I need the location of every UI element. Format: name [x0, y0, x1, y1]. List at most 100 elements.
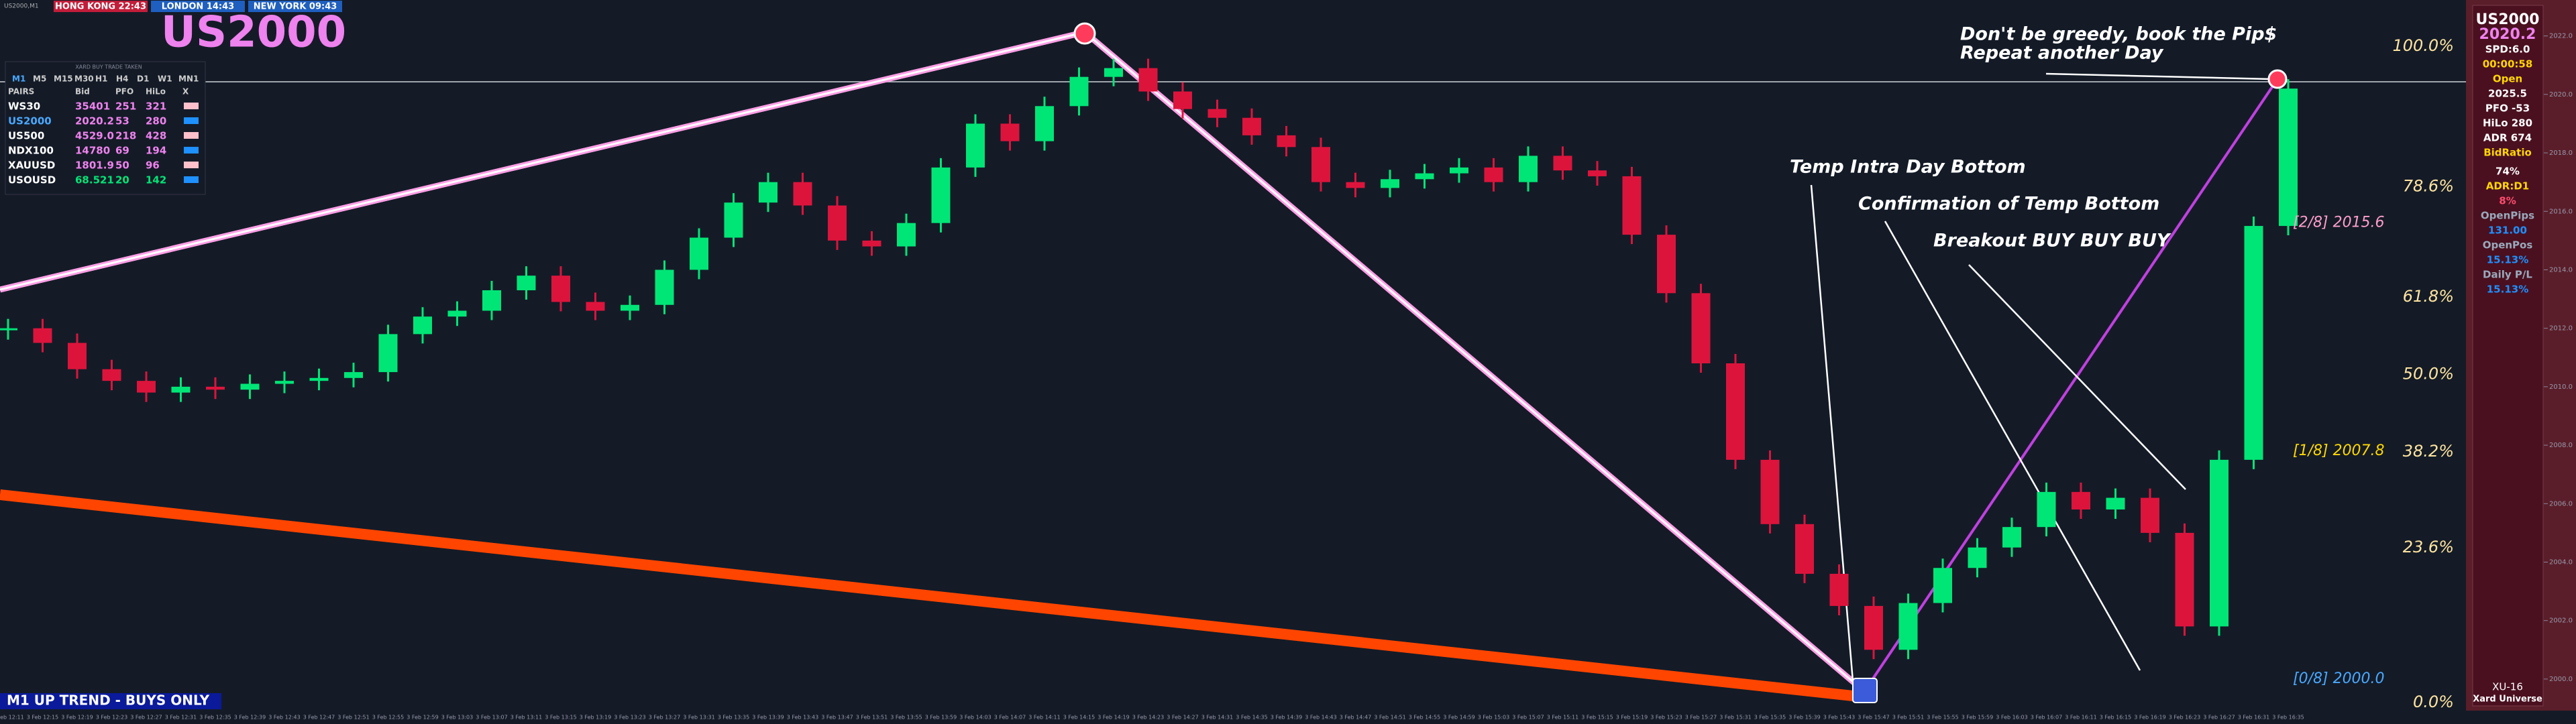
x-tick-label: 3 Feb 13:43	[787, 715, 818, 721]
candle	[1760, 459, 1780, 524]
info-item: 15.13%	[2487, 284, 2528, 296]
x-tick-label: 3 Feb 14:07	[994, 715, 1026, 721]
x-tick-label: 3 Feb 15:39	[1788, 715, 1820, 721]
x-tick-label: 3 Feb 16:15	[2100, 715, 2131, 721]
fib-label: 0.0%	[2413, 692, 2454, 711]
x-tick-label: 3 Feb 14:31	[1201, 715, 1233, 721]
candle	[240, 383, 260, 390]
x-tick-label: 3 Feb 15:43	[1823, 715, 1855, 721]
candle	[759, 182, 777, 203]
annotation: Confirmation of Temp Bottom	[1858, 194, 2159, 215]
timeframe: M15	[54, 74, 73, 84]
x-tick-label: 3 Feb 14:27	[1167, 715, 1198, 721]
candle	[2175, 532, 2194, 627]
x-tick-label: 3 Feb 15:23	[1650, 715, 1682, 721]
pairs-cell: 428	[146, 130, 166, 142]
candle	[724, 202, 743, 238]
info-item: Open	[2493, 73, 2522, 85]
candle	[1553, 156, 1572, 171]
trend-line	[0, 489, 1866, 703]
info-item: 2020.2	[2479, 26, 2536, 43]
info-item: ADR:D1	[2486, 180, 2530, 192]
arrow	[1884, 221, 2141, 671]
x-tick-label: 3 Feb 13:03	[441, 715, 473, 721]
marker	[1852, 678, 1878, 703]
x-tick-label: 3 Feb 12:35	[199, 715, 231, 721]
timeframe: M5	[33, 74, 46, 84]
pairs-flag	[184, 117, 199, 124]
y-tick-label: 2016.0	[2549, 208, 2573, 215]
pairs-cell: 1801.9	[75, 160, 114, 172]
x-tick-label: 3 Feb 16:27	[2203, 715, 2235, 721]
info-item: 15.13%	[2487, 254, 2528, 266]
pairs-header: Bid	[75, 87, 90, 97]
trend-banner	[0, 693, 221, 709]
pairs-cell: WS30	[8, 101, 40, 113]
candle	[966, 123, 985, 168]
x-tick-label: 3 Feb 14:43	[1305, 715, 1336, 721]
candle	[621, 304, 639, 311]
x-tick-label: 3 Feb 12:39	[234, 715, 266, 721]
candle	[1173, 91, 1192, 109]
candle	[586, 302, 605, 311]
candle	[828, 205, 847, 241]
candle	[1069, 76, 1089, 107]
fib-label: 50.0%	[2403, 364, 2454, 383]
pairs-cell: 218	[115, 130, 136, 142]
info-panel	[2472, 5, 2544, 707]
fib-label: 23.6%	[2403, 538, 2454, 556]
candle	[1208, 109, 1227, 118]
candle	[1277, 135, 1296, 147]
candle	[102, 369, 121, 381]
x-tick-label: 3 Feb 12:19	[61, 715, 93, 721]
trend-label: M1 UP TREND - BUYS ONLY	[7, 692, 210, 709]
timeframe: H4	[116, 74, 128, 84]
x-tick-label: 3 Feb 13:47	[821, 715, 853, 721]
y-tick-label: 2012.0	[2549, 325, 2573, 333]
candle	[1795, 524, 1814, 574]
candle	[2244, 226, 2263, 460]
y-tick-label: 2014.0	[2549, 266, 2573, 274]
candle	[1000, 123, 1020, 141]
pairs-cell: 280	[146, 115, 166, 127]
info-item: 131.00	[2488, 225, 2527, 237]
info-item: BidRatio	[2483, 147, 2532, 159]
pairs-cell: XAUUSD	[8, 160, 55, 172]
pairs-flag	[184, 162, 199, 168]
info-item: SPD:6.0	[2485, 44, 2530, 56]
pairs-cell: USOUSD	[8, 174, 56, 186]
candle	[206, 386, 225, 390]
x-tick-label: 3 Feb 15:59	[1962, 715, 1993, 721]
pairs-flag	[184, 103, 199, 109]
x-tick-label: 3 Feb 16:07	[2031, 715, 2062, 721]
timeframe: D1	[137, 74, 149, 84]
pairs-cell: 35401	[75, 101, 110, 113]
x-tick-label: 3 Feb 14:11	[1028, 715, 1060, 721]
pairs-cell: 2020.2	[75, 115, 114, 127]
y-tick-label: 2004.0	[2549, 558, 2573, 566]
pairs-cell: 69	[115, 145, 129, 157]
pairs-cell: 142	[146, 174, 166, 186]
candle	[690, 237, 708, 270]
arrow	[2045, 72, 2271, 80]
x-tick-label: 3 Feb 13:35	[718, 715, 749, 721]
candle	[1519, 156, 1538, 182]
fib-label: 38.2%	[2403, 442, 2454, 461]
info-item: 8%	[2499, 195, 2516, 207]
x-tick-label: 3 Feb 16:03	[1996, 715, 2027, 721]
candle	[1138, 68, 1158, 92]
marker	[2267, 69, 2288, 89]
x-tick-label: 3 Feb 14:47	[1340, 715, 1371, 721]
candle	[1104, 68, 1123, 77]
y-tick-label: 2000.0	[2549, 676, 2573, 683]
candle	[1933, 568, 1952, 603]
candle	[1691, 293, 1711, 363]
pairs-header: X	[182, 87, 189, 97]
x-tick-label: 3 Feb 15:51	[1892, 715, 1924, 721]
candle	[1898, 603, 1918, 650]
x-tick-label: 3 Feb 13:23	[614, 715, 645, 721]
candle	[2002, 527, 2021, 548]
x-tick-label: 3 Feb 14:15	[1063, 715, 1095, 721]
x-tick-label: 3 Feb 13:11	[511, 715, 542, 721]
